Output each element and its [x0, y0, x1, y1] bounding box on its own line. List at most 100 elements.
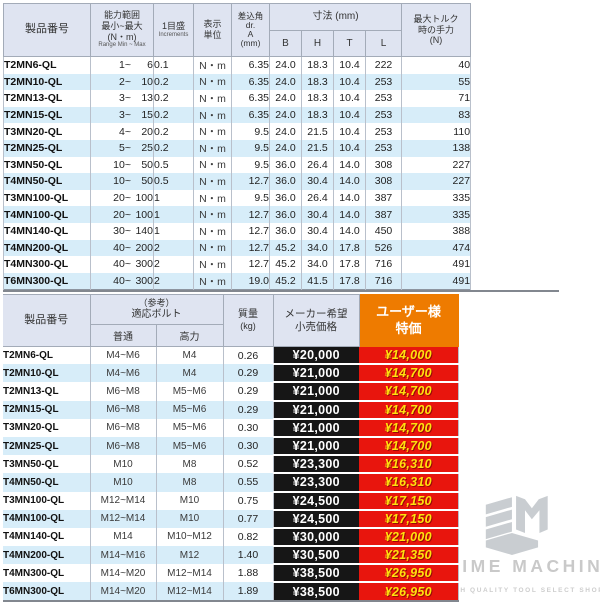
dim-b-cell: 24.0 [269, 123, 302, 140]
special-price-cell: ¥16,310 [359, 473, 459, 493]
model-cell: T3MN50-QL [3, 455, 91, 474]
range-max: 15 [141, 109, 153, 122]
increment-cell: 0.2 [153, 90, 194, 107]
unit-cell: N・m [193, 222, 232, 240]
model-cell: T2MN13-QL [3, 90, 91, 107]
price-table-body: T2MN6-QL M4~M6 M4 0.26 ¥20,000 ¥14,000 T… [3, 346, 459, 602]
spec-row: T4MN300-QL 40 ~300 2 N・m 12.7 45.2 34.0 1… [3, 256, 472, 273]
range-max: 10 [141, 75, 153, 88]
range-cell: 20 ~100 [90, 206, 154, 223]
model-cell: T4MN300-QL [3, 564, 91, 583]
dim-t-cell: 10.4 [333, 90, 366, 107]
dim-t-cell: 10.4 [333, 73, 366, 91]
unit-cell: N・m [193, 123, 232, 140]
bolt-normal-cell: M12~M14 [89, 509, 157, 528]
dimensions-label: 寸法 (mm) [312, 11, 359, 23]
range-cell: 30 ~140 [90, 222, 154, 240]
bolt-group-line2: 適応ボルト [131, 308, 182, 320]
bolt-high-cell: M12~M14 [155, 582, 224, 602]
range-min: 10 [113, 175, 125, 188]
drive-cell: 12.7 [231, 256, 270, 273]
price-table: 製品番号 （参考） 適応ボルト 質量 (kg) メーカー希望 小売価格 ユーザー… [3, 294, 459, 602]
bolt-high-cell: M4 [155, 346, 224, 365]
spec-row: T4MN100-QL 20 ~100 1 N・m 12.7 36.0 30.4 1… [3, 206, 472, 223]
range-cell: 20 ~100 [90, 189, 154, 207]
logo-tagline: HIGH QUALITY TOOL SELECT SHOP [444, 587, 600, 594]
model-cell: T3MN100-QL [3, 189, 91, 207]
range-max: 200 [135, 241, 153, 254]
range-cell: 40 ~300 [90, 272, 154, 290]
bolt-normal-cell: M6~M8 [89, 436, 157, 456]
model-cell: T2MN25-QL [3, 139, 91, 157]
mass-cell: 0.52 [222, 455, 274, 474]
range-max: 140 [135, 225, 153, 238]
mass-cell: 1.88 [222, 564, 274, 583]
msrp-cell: ¥21,000 [272, 382, 359, 402]
range-min: 2 [119, 75, 125, 88]
dim-t-cell: 14.0 [333, 206, 366, 223]
dim-b-cell: 36.0 [269, 206, 302, 223]
model-cell: T2MN25-QL [3, 436, 91, 456]
drive-cell: 9.5 [231, 139, 270, 157]
dim-t-cell: 14.0 [333, 173, 366, 190]
mass-cell: 0.75 [222, 491, 274, 510]
model-cell: T4MN200-QL [3, 546, 91, 565]
special-line1: ユーザー様 [376, 303, 441, 319]
increment-cell: 1 [153, 206, 194, 223]
range-cell: 40 ~200 [90, 239, 154, 257]
msrp-cell: ¥21,000 [272, 418, 359, 438]
bolt-high-cell: M12~M14 [155, 564, 224, 583]
increment-cell: 2 [153, 272, 194, 290]
spec-header-unit: 表示 単位 [193, 3, 232, 57]
dim-h-cell: 30.4 [301, 173, 334, 190]
drive-cell: 9.5 [231, 156, 270, 174]
dim-b-cell: 36.0 [269, 156, 302, 174]
force-line1: 最大トルク [413, 14, 459, 25]
bolt-normal-cell: M6~M8 [89, 418, 157, 437]
increment-cell: 0.2 [153, 73, 194, 91]
msrp-cell: ¥24,500 [272, 491, 359, 511]
range-tilde: ~ [124, 109, 131, 122]
special-price-cell: ¥21,350 [359, 546, 459, 566]
range-min: 30 [113, 225, 125, 238]
range-cell: 1 ~6 [90, 56, 154, 74]
increment-line2: Increments [158, 31, 189, 38]
unit-cell: N・m [193, 106, 232, 124]
spec-header-dimensions: 寸法 (mm) [268, 3, 403, 31]
range-cell: 40 ~300 [90, 256, 154, 273]
model-cell: T4MN50-QL [3, 473, 91, 492]
msrp-line2: 小売価格 [295, 320, 337, 333]
price-row: T4MN300-QL M14~M20 M12~M14 1.88 ¥38,500 … [3, 564, 459, 584]
msrp-line1: メーカー希望 [284, 308, 348, 321]
price-header-special: ユーザー様 特価 [358, 294, 459, 347]
drive-cell: 12.7 [231, 206, 270, 223]
range-max: 300 [135, 258, 153, 271]
spec-header-product-label: 製品番号 [25, 23, 69, 36]
bolt-normal-cell: M10 [89, 455, 157, 474]
bolt-high-cell: M10~M12 [155, 527, 224, 547]
range-max: 13 [141, 92, 153, 105]
msrp-cell: ¥23,300 [272, 455, 359, 475]
unit-line1: 表示 [203, 19, 222, 30]
dim-h-cell: 18.3 [301, 106, 334, 124]
force-cell: 55 [401, 73, 472, 91]
increment-cell: 0.2 [153, 139, 194, 157]
unit-cell: N・m [193, 56, 232, 74]
force-cell: 491 [401, 256, 472, 273]
msrp-cell: ¥20,000 [272, 346, 359, 366]
price-row: T4MN140-QL M14 M10~M12 0.82 ¥30,000 ¥21,… [3, 527, 459, 548]
model-cell: T2MN10-QL [3, 364, 91, 383]
dim-l-cell: 308 [364, 156, 403, 174]
mass-cell: 0.30 [222, 418, 274, 437]
range-cell: 10 ~50 [90, 156, 154, 174]
unit-cell: N・m [193, 206, 232, 223]
dim-h-cell: 18.3 [301, 90, 334, 107]
msrp-cell: ¥38,500 [272, 582, 359, 602]
increment-cell: 0.1 [153, 56, 194, 74]
dim-b-cell: 24.0 [269, 73, 302, 91]
bolt-high-cell: M5~M6 [155, 436, 224, 456]
drive-cell: 12.7 [231, 173, 270, 190]
dim-h-cell: 30.4 [301, 222, 334, 240]
spec-row: T2MN15-QL 3 ~15 0.2 N・m 6.35 24.0 18.3 10… [3, 106, 472, 124]
dim-t-cell: 17.8 [333, 256, 366, 273]
